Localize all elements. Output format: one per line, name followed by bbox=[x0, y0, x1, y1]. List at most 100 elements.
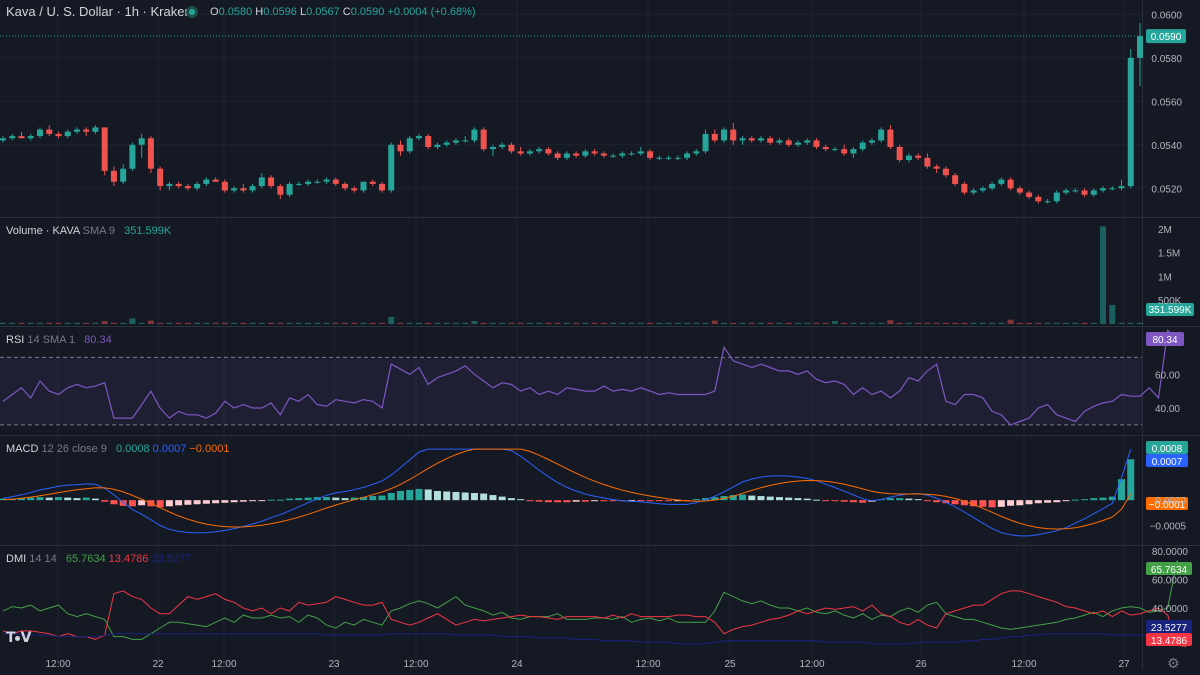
macd-histogram-bar[interactable] bbox=[997, 500, 1005, 507]
macd-histogram-bar[interactable] bbox=[295, 498, 303, 501]
candle-down[interactable] bbox=[647, 151, 654, 158]
macd-histogram-bar[interactable] bbox=[350, 497, 358, 501]
macd-histogram-bar[interactable] bbox=[239, 500, 247, 502]
macd-histogram-bar[interactable] bbox=[184, 500, 192, 505]
candle-up[interactable] bbox=[295, 183, 302, 185]
candle-up[interactable] bbox=[868, 140, 875, 143]
volume-bar[interactable] bbox=[36, 322, 43, 324]
macd-histogram-bar[interactable] bbox=[378, 495, 386, 501]
macd-histogram-bar[interactable] bbox=[1062, 500, 1070, 502]
volume-bar[interactable] bbox=[989, 322, 996, 324]
macd-histogram-bar[interactable] bbox=[138, 500, 146, 506]
volume-bar[interactable] bbox=[887, 320, 894, 324]
candle-up[interactable] bbox=[138, 138, 145, 145]
macd-histogram-bar[interactable] bbox=[470, 493, 478, 501]
candle-up[interactable] bbox=[73, 129, 80, 132]
candle-down[interactable] bbox=[924, 157, 931, 167]
candle-down[interactable] bbox=[83, 129, 90, 132]
volume-bar[interactable] bbox=[563, 322, 570, 324]
candle-down[interactable] bbox=[351, 188, 358, 191]
macd-histogram-bar[interactable] bbox=[554, 500, 562, 503]
macd-histogram-bar[interactable] bbox=[637, 500, 645, 502]
volume-bar[interactable] bbox=[1081, 322, 1088, 324]
candle-down[interactable] bbox=[55, 133, 62, 137]
volume-bar[interactable] bbox=[924, 322, 931, 324]
macd-histogram-bar[interactable] bbox=[45, 497, 53, 501]
macd-histogram-bar[interactable] bbox=[914, 499, 922, 501]
candle-up[interactable] bbox=[1072, 190, 1079, 192]
volume-bar[interactable] bbox=[268, 322, 275, 324]
candle-up[interactable] bbox=[323, 179, 330, 182]
dmi-plus-di-line[interactable] bbox=[2, 559, 1187, 640]
macd-histogram-bar[interactable] bbox=[36, 497, 44, 501]
volume-bar[interactable] bbox=[665, 322, 672, 324]
volume-bar[interactable] bbox=[952, 322, 959, 324]
candle-up[interactable] bbox=[36, 129, 43, 137]
volume-bar[interactable] bbox=[351, 322, 358, 324]
macd-histogram-bar[interactable] bbox=[600, 500, 608, 502]
volume-bar[interactable] bbox=[1063, 322, 1070, 324]
macd-histogram-bar[interactable] bbox=[276, 499, 284, 501]
candle-up[interactable] bbox=[360, 181, 367, 191]
volume-bar[interactable] bbox=[194, 322, 201, 324]
candle-up[interactable] bbox=[462, 140, 469, 142]
volume-bar[interactable] bbox=[619, 322, 626, 324]
volume-bar[interactable] bbox=[878, 322, 885, 324]
volume-bar[interactable] bbox=[970, 322, 977, 324]
volume-bar[interactable] bbox=[674, 322, 681, 324]
volume-bar[interactable] bbox=[517, 322, 524, 324]
volume-bar[interactable] bbox=[9, 322, 16, 324]
volume-legend[interactable]: Volume · KAVA SMA 9 351.599K bbox=[6, 225, 171, 237]
dmi-adx-line[interactable] bbox=[3, 631, 1187, 645]
candle-up[interactable] bbox=[1063, 190, 1070, 193]
volume-bar[interactable] bbox=[203, 322, 210, 324]
candle-up[interactable] bbox=[684, 153, 691, 158]
volume-bar[interactable] bbox=[554, 322, 561, 324]
candle-up[interactable] bbox=[905, 155, 912, 160]
macd-histogram-bar[interactable] bbox=[951, 500, 959, 505]
dmi-minus-di-line[interactable] bbox=[2, 590, 1187, 648]
volume-bar[interactable] bbox=[656, 322, 663, 324]
candle-down[interactable] bbox=[110, 170, 117, 182]
macd-histogram-bar[interactable] bbox=[480, 493, 488, 501]
macd-histogram-bar[interactable] bbox=[424, 489, 432, 501]
volume-bar[interactable] bbox=[933, 322, 940, 324]
macd-histogram-bar[interactable] bbox=[803, 498, 811, 501]
macd-histogram-bar[interactable] bbox=[739, 494, 747, 501]
candle-up[interactable] bbox=[1044, 201, 1051, 203]
candle-up[interactable] bbox=[415, 136, 422, 139]
volume-bar[interactable] bbox=[748, 322, 755, 324]
volume-bar[interactable] bbox=[711, 320, 718, 324]
macd-histogram-bar[interactable] bbox=[517, 499, 525, 501]
volume-bar[interactable] bbox=[480, 322, 487, 324]
macd-histogram-bar[interactable] bbox=[286, 498, 294, 501]
macd-histogram-bar[interactable] bbox=[54, 497, 62, 501]
volume-bar[interactable] bbox=[1044, 322, 1051, 324]
macd-histogram-bar[interactable] bbox=[415, 488, 423, 501]
volume-bar[interactable] bbox=[46, 322, 53, 324]
macd-histogram-bar[interactable] bbox=[822, 500, 830, 502]
volume-bar[interactable] bbox=[979, 322, 986, 324]
candle-up[interactable] bbox=[194, 183, 201, 189]
macd-histogram-bar[interactable] bbox=[101, 500, 109, 502]
volume-bar[interactable] bbox=[295, 322, 302, 324]
volume-bar[interactable] bbox=[443, 322, 450, 324]
candle-up[interactable] bbox=[471, 129, 478, 141]
candle-down[interactable] bbox=[730, 129, 737, 141]
volume-bar[interactable] bbox=[175, 322, 182, 324]
candle-up[interactable] bbox=[203, 179, 210, 184]
volume-bar[interactable] bbox=[360, 322, 367, 324]
volume-bar[interactable] bbox=[1072, 322, 1079, 324]
volume-bar[interactable] bbox=[693, 322, 700, 324]
volume-bar[interactable] bbox=[425, 322, 432, 324]
candle-up[interactable] bbox=[859, 142, 866, 150]
candle-up[interactable] bbox=[674, 157, 681, 159]
candle-down[interactable] bbox=[915, 155, 922, 158]
volume-bar[interactable] bbox=[462, 322, 469, 324]
candle-down[interactable] bbox=[591, 151, 598, 154]
candle-up[interactable] bbox=[526, 151, 533, 154]
candle-down[interactable] bbox=[748, 138, 755, 141]
volume-bar[interactable] bbox=[55, 322, 62, 324]
macd-histogram-bar[interactable] bbox=[905, 498, 913, 501]
